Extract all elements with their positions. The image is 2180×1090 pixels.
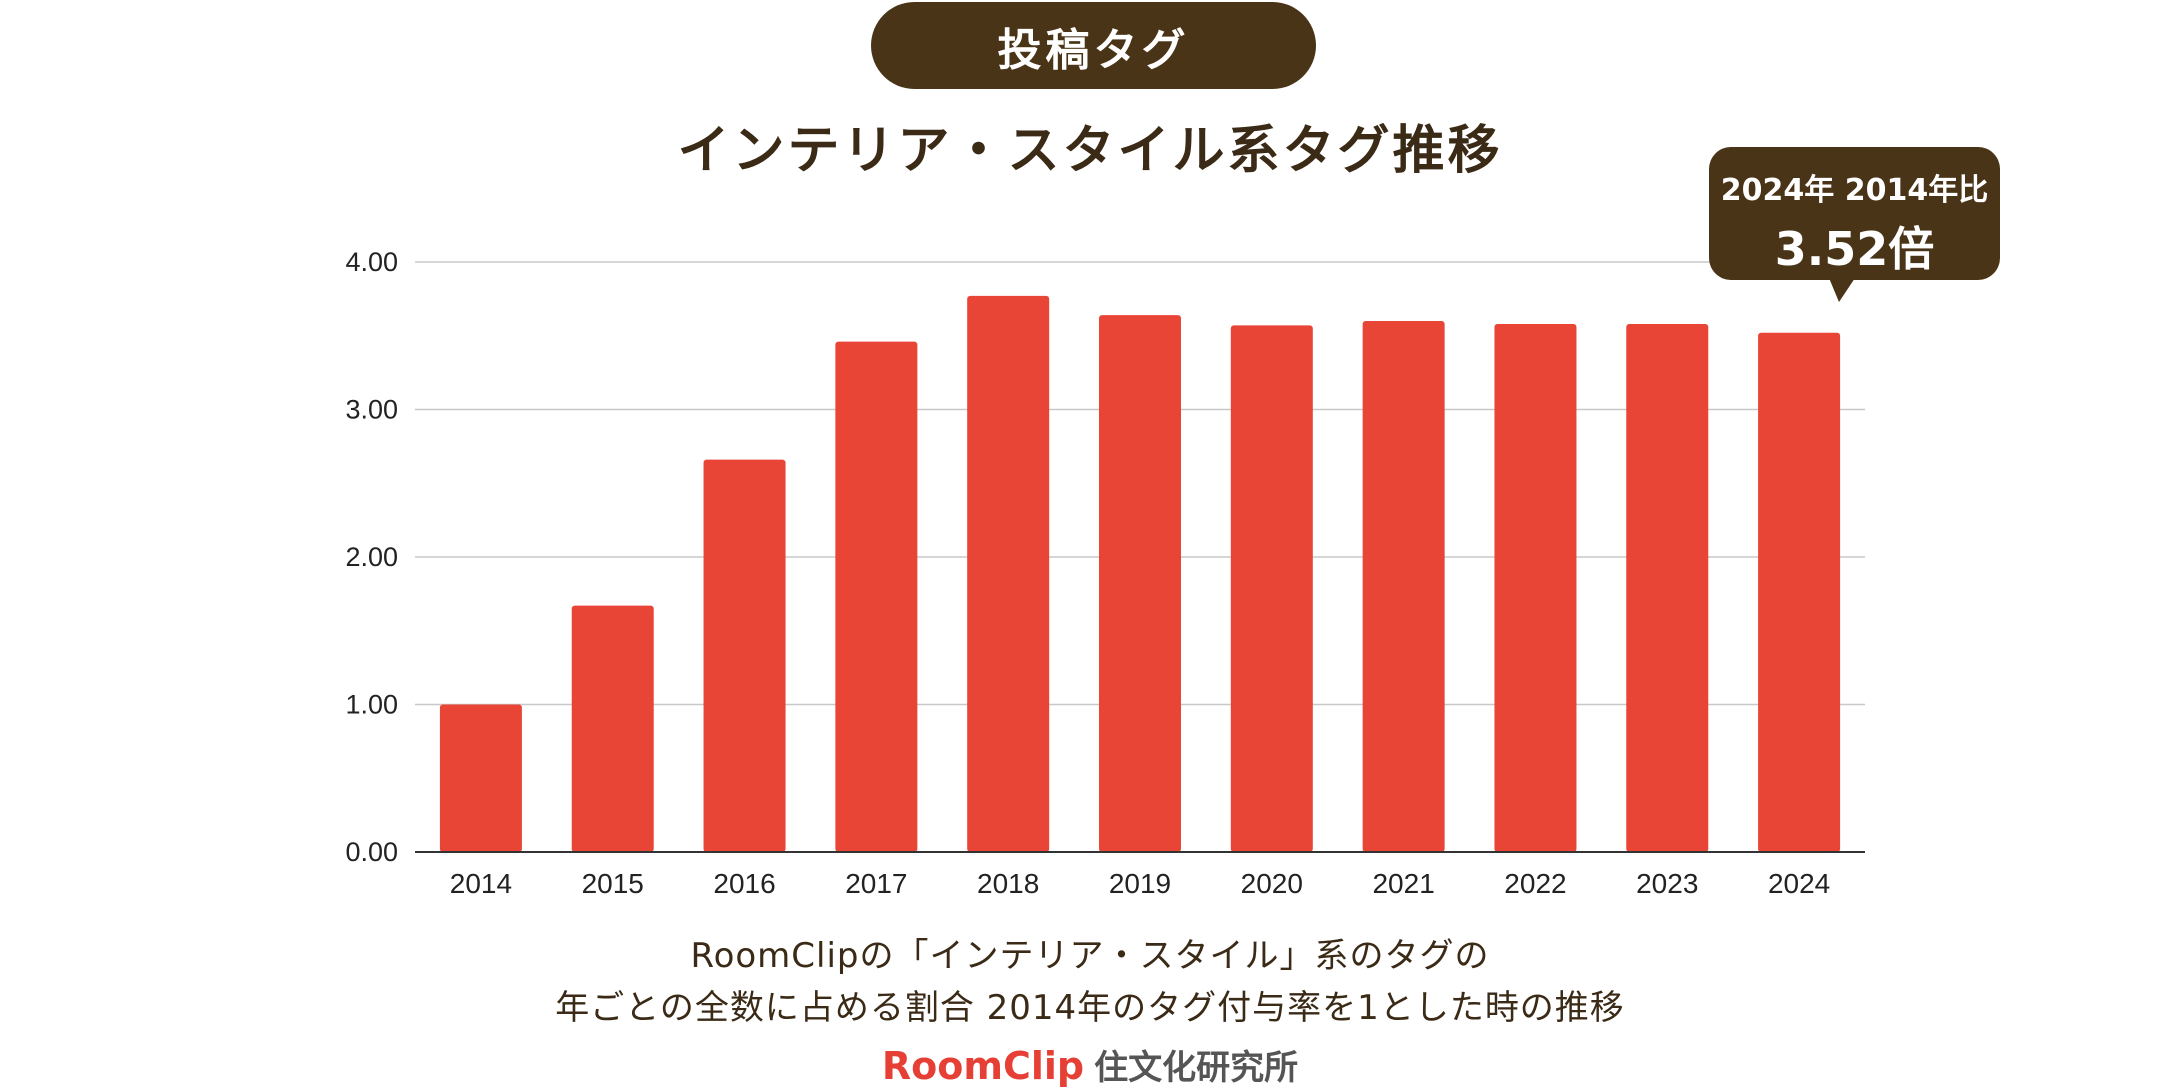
bar-2017 [835, 341, 918, 852]
bar-2022 [1494, 323, 1577, 852]
x-tick-label: 2024 [1768, 868, 1830, 899]
y-tick-label: 0.00 [345, 837, 398, 867]
x-tick-label: 2018 [977, 868, 1039, 899]
lab-name: 住文化研究所 [1094, 1048, 1299, 1088]
bar-2015 [571, 605, 654, 852]
caption-line-1: RoomClipの「インテリア・スタイル」系のタグの [690, 936, 1490, 976]
x-tick-label: 2016 [713, 868, 775, 899]
y-tick-label: 2.00 [345, 542, 398, 572]
chart-title: インテリア・スタイル系タグ推移 [677, 121, 1503, 181]
x-tick-label: 2019 [1109, 868, 1171, 899]
bar-2020 [1230, 325, 1313, 852]
x-tick-label: 2023 [1636, 868, 1698, 899]
bar-2014 [439, 704, 522, 852]
bar-2016 [703, 459, 786, 852]
footer-branding: RoomClip 住文化研究所 [0, 1040, 2180, 1089]
y-tick-label: 4.00 [345, 247, 398, 277]
bar-2018 [967, 295, 1050, 852]
bar-2021 [1362, 321, 1445, 852]
x-tick-label: 2014 [450, 868, 512, 899]
x-tick-label: 2021 [1372, 868, 1434, 899]
roomclip-logo: RoomClip [881, 1044, 1085, 1088]
bar-2023 [1626, 323, 1709, 852]
x-tick-label: 2015 [582, 868, 644, 899]
x-tick-label: 2020 [1241, 868, 1303, 899]
category-pill-label: 投稿タグ [997, 24, 1190, 76]
ratio-callout: 2024年 2014年比 3.52倍 [1709, 147, 2000, 302]
callout-value: 3.52倍 [1774, 222, 1935, 276]
x-tick-label: 2022 [1504, 868, 1566, 899]
x-tick-label: 2017 [845, 868, 907, 899]
y-tick-label: 1.00 [345, 690, 398, 720]
caption-line-2: 年ごとの全数に占める割合 2014年のタグ付与率を1とした時の推移 [555, 988, 1625, 1028]
bar-chart: 2014 2015 2016 2017 2018 2019 2020 2021 2022 2023… [345, 247, 1865, 899]
category-pill: 投稿タグ [871, 2, 1316, 89]
y-tick-label: 3.00 [345, 395, 398, 425]
bar-2024 [1758, 332, 1841, 852]
callout-label: 2024年 2014年比 [1720, 173, 1989, 208]
bar-2019 [1099, 315, 1181, 853]
